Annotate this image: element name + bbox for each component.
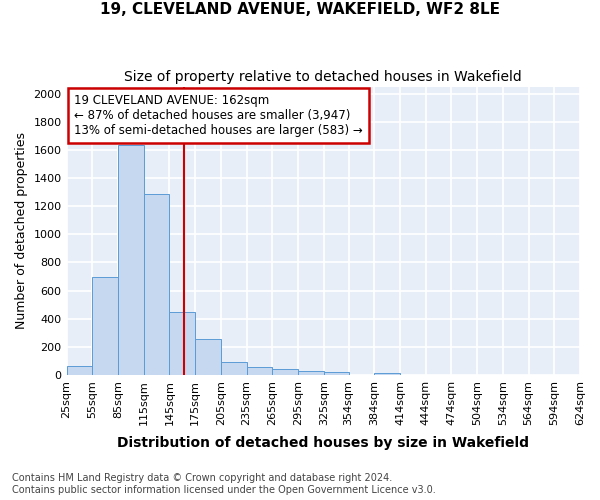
Bar — [272, 370, 298, 375]
Bar — [323, 372, 349, 375]
Bar — [92, 277, 118, 375]
Y-axis label: Number of detached properties: Number of detached properties — [15, 132, 28, 329]
Bar — [221, 362, 247, 375]
Bar — [169, 312, 195, 375]
Text: Contains HM Land Registry data © Crown copyright and database right 2024.
Contai: Contains HM Land Registry data © Crown c… — [12, 474, 436, 495]
Bar — [374, 373, 400, 375]
X-axis label: Distribution of detached houses by size in Wakefield: Distribution of detached houses by size … — [117, 436, 529, 450]
Bar — [298, 370, 323, 375]
Bar — [247, 367, 272, 375]
Bar — [67, 366, 92, 375]
Bar — [143, 194, 169, 375]
Text: 19, CLEVELAND AVENUE, WAKEFIELD, WF2 8LE: 19, CLEVELAND AVENUE, WAKEFIELD, WF2 8LE — [100, 2, 500, 18]
Title: Size of property relative to detached houses in Wakefield: Size of property relative to detached ho… — [124, 70, 522, 84]
Text: 19 CLEVELAND AVENUE: 162sqm
← 87% of detached houses are smaller (3,947)
13% of : 19 CLEVELAND AVENUE: 162sqm ← 87% of det… — [74, 94, 363, 137]
Bar — [195, 339, 221, 375]
Bar — [118, 145, 143, 375]
